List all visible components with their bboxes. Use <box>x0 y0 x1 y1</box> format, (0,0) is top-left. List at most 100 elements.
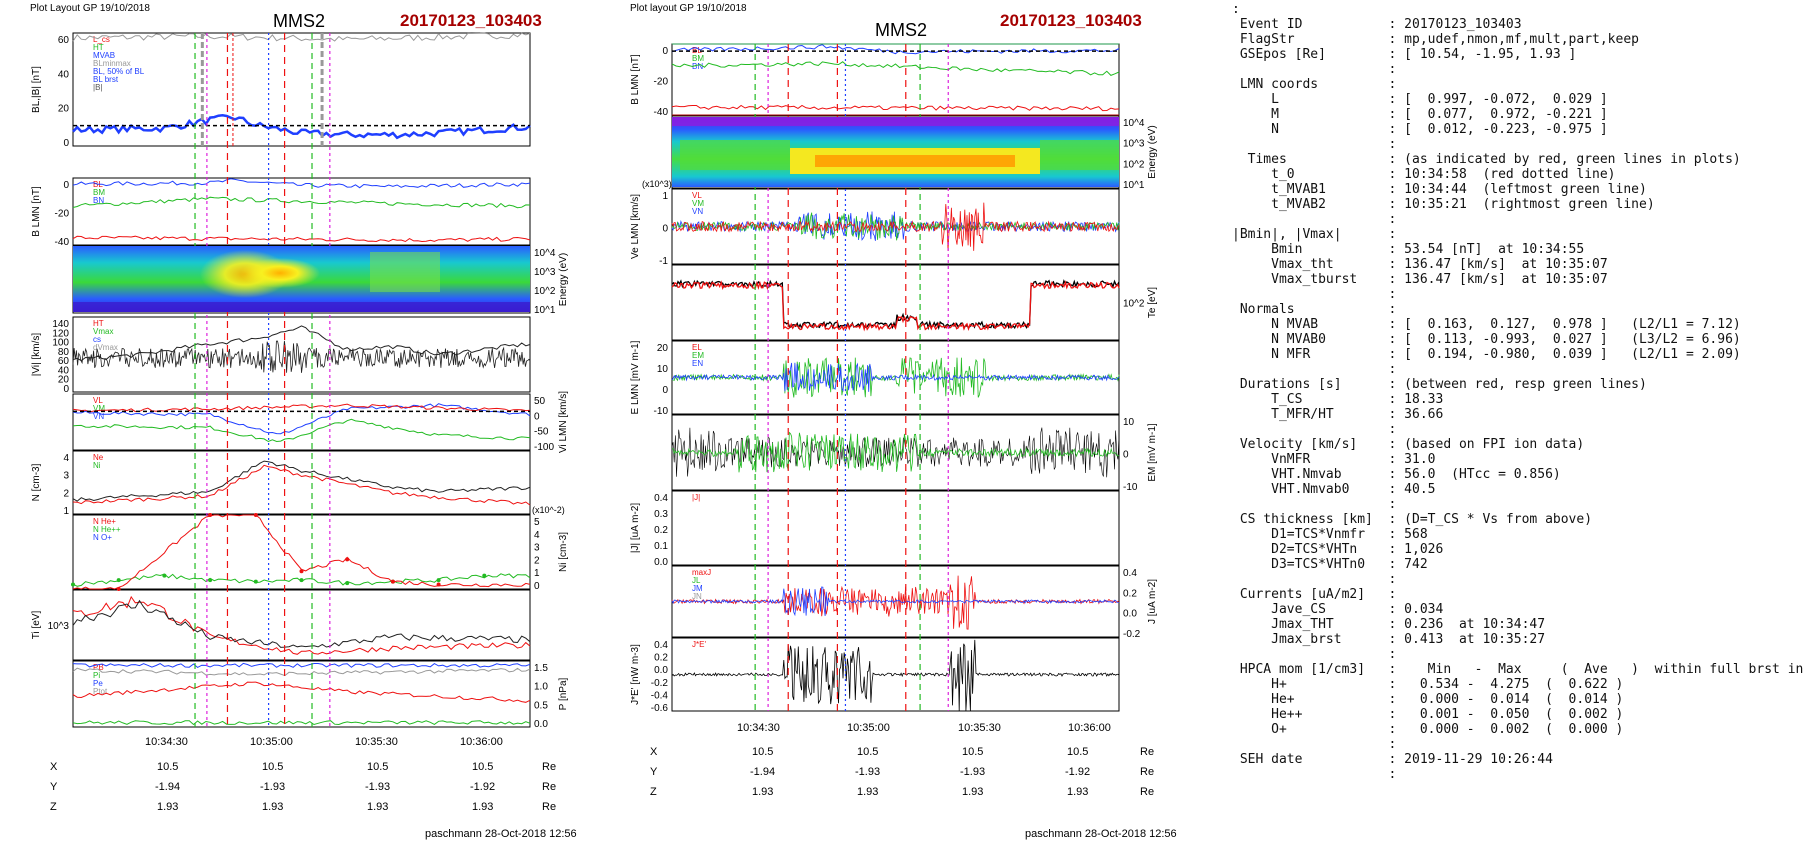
legend-entry: VM <box>93 404 105 413</box>
y-tick-label: 10 <box>1123 417 1135 428</box>
series-line <box>671 61 1120 76</box>
summary-line: N : [ 0.012, -0.223, -0.975 ] <box>1232 122 1608 137</box>
y-tick-label: 5 <box>534 517 540 528</box>
y-tick-label: 20 <box>58 104 70 115</box>
summary-line: D2=TCS*VHTn : 1,026 <box>1232 542 1444 557</box>
panel-frame <box>72 660 531 728</box>
y-tick-label: 2 <box>63 488 69 499</box>
legend-entry: JL <box>692 576 701 585</box>
y-axis-label: Energy (eV) <box>558 253 569 306</box>
y-axis-label: Ti [eV] <box>31 611 42 640</box>
panel-right-te: 10^2 Te [eV] <box>671 264 1158 341</box>
right-spectrogram-image <box>672 117 1119 187</box>
summary-line: : <box>1232 572 1397 587</box>
series-line <box>72 460 531 502</box>
series-line <box>72 235 531 243</box>
y-tick-label: 10^2 <box>1123 299 1145 310</box>
y-axis-label: Te [eV] <box>1147 287 1158 318</box>
legend-entry: J*E' <box>692 640 706 649</box>
summary-line: |Bmin|, |Vmax| : <box>1232 227 1397 242</box>
summary-line: D3=TCS*VHTn0 : 742 <box>1232 557 1428 572</box>
hpca-point <box>299 569 304 574</box>
left-time-tick: 10:35:30 <box>355 736 398 748</box>
y-tick-label: 0.0 <box>654 665 668 676</box>
y-tick-label: 10^1 <box>534 305 556 316</box>
y-tick-label: 3 <box>63 471 69 482</box>
y-tick-label: 0.2 <box>654 525 668 536</box>
y-tick-label: -0.6 <box>651 703 669 714</box>
summary-line: t_MVAB1 : 10:34:44 (leftmost green line) <box>1232 182 1647 197</box>
right-sc-title: MMS2 <box>875 20 927 40</box>
left-time-axis: 10:34:30 10:35:00 10:35:30 10:36:00 <box>145 736 503 748</box>
legend-entry: BL brst <box>93 75 119 84</box>
y-tick-label: 0 <box>63 180 69 191</box>
y-tick-label: 0.4 <box>1123 568 1137 579</box>
hpca-point <box>253 513 258 517</box>
series-line <box>72 178 531 189</box>
legend-entry: EN <box>692 359 703 368</box>
summary-line: : <box>1232 647 1397 662</box>
y-tick-label: 1 <box>662 191 668 202</box>
left-pos-z-3: 1.93 <box>367 801 388 813</box>
y-tick-label: 1.0 <box>534 682 548 693</box>
right-pos-z-1: 1.93 <box>752 786 773 798</box>
right-pos-z-4: 1.93 <box>1067 786 1088 798</box>
left-pos-y-4: -1.92 <box>470 781 495 793</box>
panel-right-em: 10 0 -10 EM [mV m-1] <box>671 414 1158 493</box>
summary-line: GSEpos [Re] : [ 10.54, -1.95, 1.93 ] <box>1232 47 1577 62</box>
noise-trace <box>671 362 1120 393</box>
y-tick-label: 0 <box>63 384 69 395</box>
y-axis-label: |J| [uA m-2] <box>630 503 641 553</box>
left-time-tick: 10:35:00 <box>250 736 293 748</box>
y-tick-label: 140 <box>52 319 69 330</box>
summary-line: Normals : <box>1232 302 1397 317</box>
y-tick-label: 10^4 <box>534 248 556 259</box>
left-pos-x-2: 10.5 <box>262 761 283 773</box>
right-pos-label-y: Y <box>650 766 658 778</box>
left-pos-x-1: 10.5 <box>157 761 178 773</box>
legend-entry: BM <box>692 54 704 63</box>
y-axis-label: J*E' [nW m-3] <box>630 644 641 705</box>
summary-line: : <box>1232 362 1397 377</box>
y-tick-label: 0.4 <box>654 493 668 504</box>
summary-line: : <box>1232 137 1397 152</box>
legend-entry: BN <box>692 62 703 71</box>
right-pos-z-3: 1.93 <box>962 786 983 798</box>
summary-line: VnMFR : 31.0 <box>1232 452 1436 467</box>
summary-line: He+ : 0.000 - 0.014 ( 0.014 ) <box>1232 692 1624 707</box>
right-pos-unit-z: Re <box>1140 786 1154 798</box>
y-tick-label: -1 <box>659 256 668 267</box>
right-time-axis: 10:34:30 10:35:00 10:35:30 10:36:00 <box>737 722 1111 734</box>
right-pos-x-2: 10.5 <box>857 746 878 758</box>
left-time-tick: 10:36:00 <box>460 736 503 748</box>
hpca-point <box>299 578 304 583</box>
y-tick-label: 0 <box>1123 450 1129 461</box>
y-tick-label: -20 <box>654 77 669 88</box>
right-pos-label-x: X <box>650 746 658 758</box>
hpca-point <box>482 573 487 578</box>
y-axis-label: B LMN [nT] <box>31 186 42 237</box>
summary-line: VHT.Nmvab0 : 40.5 <box>1232 482 1436 497</box>
summary-line: N MVAB0 : [ 0.113, -0.993, 0.027 ] (L3/L… <box>1232 332 1741 347</box>
y-tick-label: 0 <box>662 385 668 396</box>
legend-entry: JM <box>692 584 703 593</box>
y-tick-label: -40 <box>55 237 70 248</box>
panel-frame <box>671 264 1120 341</box>
right-pos-unit-x: Re <box>1140 746 1154 758</box>
y-tick-label: -10 <box>1123 482 1138 493</box>
summary-line: FlagStr : mp,udef,nmon,mf,mult,part,keep <box>1232 32 1639 47</box>
left-pos-x-4: 10.5 <box>472 761 493 773</box>
y-tick-label: 10^3 <box>48 621 70 632</box>
y-tick-label: 40 <box>58 69 70 80</box>
legend-entry: N He++ <box>93 525 121 534</box>
summary-line: Times : (as indicated by red, green line… <box>1232 152 1741 167</box>
series-line <box>72 720 531 726</box>
y-tick-label: 0 <box>534 581 540 592</box>
series-line <box>72 667 531 677</box>
summary-line: : <box>1232 767 1397 782</box>
panel-frame <box>671 490 1120 566</box>
y-axis-label: Ve LMN [km/s] <box>630 194 641 259</box>
